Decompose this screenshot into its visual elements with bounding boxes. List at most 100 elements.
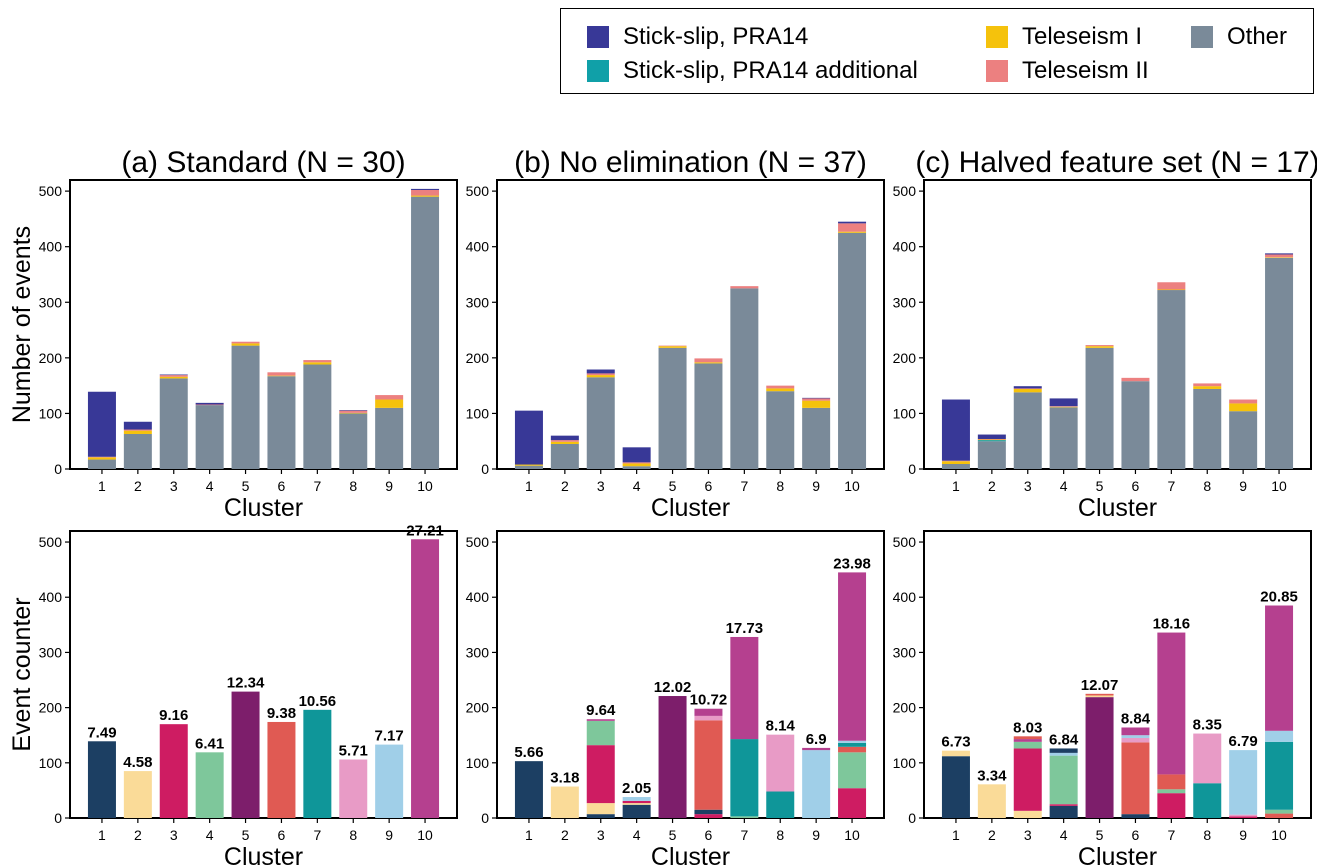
bar-segment <box>694 362 723 364</box>
bar-segment <box>267 376 296 469</box>
bar-value-label: 4.58 <box>123 754 152 771</box>
bar-segment <box>622 797 651 801</box>
bar-segment <box>1157 789 1186 794</box>
x-axis-label: Cluster <box>224 843 303 868</box>
bar-segment <box>1193 783 1222 818</box>
bar-segment <box>159 378 188 469</box>
bar-segment <box>87 459 116 469</box>
y-tick-label: 100 <box>466 755 490 771</box>
bar-segment <box>586 377 615 469</box>
y-tick-label: 400 <box>39 589 63 605</box>
bar-value-label: 10.72 <box>690 692 728 709</box>
bar-segment <box>159 374 188 376</box>
legend-swatch-stick-slip-additional <box>587 60 609 82</box>
bar-segment <box>411 188 440 191</box>
y-tick-label: 200 <box>893 350 917 366</box>
x-tick-label: 2 <box>134 827 142 843</box>
bar-segment <box>802 750 831 818</box>
bar-value-label: 7.49 <box>87 724 116 741</box>
chart-panel-d: 0 100 200 300 400 500 1 2 3 4 5 6 7 8 9 10 7.49 4.58 9.16 6… <box>8 522 458 868</box>
bar-segment <box>1121 814 1150 818</box>
bar-segment <box>1229 814 1258 817</box>
axes-frame <box>496 179 885 470</box>
bar-segment <box>694 363 723 469</box>
bar-segment <box>694 720 723 810</box>
bar-segment <box>339 759 368 818</box>
bar-segment <box>1157 774 1186 790</box>
x-tick-label: 2 <box>561 478 569 494</box>
bar-segment <box>1049 407 1078 469</box>
bar-segment <box>267 721 296 818</box>
bar-segment <box>1049 406 1078 407</box>
panel-title: (a) Standard (N = 30) <box>121 146 405 179</box>
bar-segment <box>838 572 867 741</box>
x-axis-label: Cluster <box>1078 494 1157 522</box>
bar-segment <box>730 816 759 818</box>
x-tick-label: 1 <box>952 478 960 494</box>
bar-segment <box>1265 809 1294 814</box>
x-tick-label: 4 <box>1060 827 1068 843</box>
bar-segment <box>339 413 368 469</box>
y-tick-label: 400 <box>466 589 490 605</box>
bar-segment <box>766 734 795 792</box>
chart-panel-b: 0 100 200 300 400 500 1 2 3 4 5 6 7 8 9 10 Cluster (b) No… <box>466 146 885 522</box>
bar-segment <box>1121 727 1150 736</box>
bar-segment <box>1013 386 1042 389</box>
bar-value-label: 27.21 <box>406 522 444 539</box>
x-tick-label: 10 <box>1271 478 1287 494</box>
y-tick-label: 500 <box>466 534 490 550</box>
bar-value-label: 2.05 <box>622 780 651 797</box>
x-tick-label: 6 <box>278 478 286 494</box>
bar-segment <box>730 288 759 469</box>
x-tick-label: 7 <box>1167 478 1175 494</box>
bar-segment <box>1265 741 1294 810</box>
bar-segment <box>1265 730 1294 742</box>
legend-item-stick-slip-additional: Stick-slip, PRA14 additional <box>587 57 918 85</box>
bar-segment <box>1085 346 1114 348</box>
bar-segment <box>1229 403 1258 412</box>
bar-segment <box>1229 816 1258 818</box>
bar-segment <box>622 463 651 467</box>
x-tick-label: 9 <box>812 478 820 494</box>
bar-segment <box>1265 257 1294 469</box>
bar-segment <box>339 410 368 411</box>
y-tick-label: 200 <box>466 700 490 716</box>
bar-segment <box>123 771 152 818</box>
x-tick-label: 3 <box>597 827 605 843</box>
x-tick-label: 1 <box>98 478 106 494</box>
bar-segment <box>1013 739 1042 742</box>
chart-panel-e: 0 100 200 300 400 500 1 2 3 4 5 6 7 8 9 10 5.66 3.18 9.64 2… <box>466 530 885 868</box>
x-axis-label: Cluster <box>224 494 303 522</box>
x-tick-label: 8 <box>1203 827 1211 843</box>
y-tick-label: 0 <box>481 810 489 826</box>
bar-value-label: 20.85 <box>1260 589 1298 606</box>
bar-value-label: 12.07 <box>1081 677 1119 694</box>
x-tick-label: 6 <box>705 478 713 494</box>
bar-segment <box>1049 752 1078 756</box>
bar-segment <box>622 462 651 464</box>
bar-value-label: 6.73 <box>941 734 970 751</box>
bar-segment <box>1121 381 1150 469</box>
bar-value-label: 8.35 <box>1193 717 1222 734</box>
bar-segment <box>941 463 970 469</box>
x-tick-label: 2 <box>134 478 142 494</box>
bar-value-label: 12.02 <box>654 679 692 696</box>
y-axis-label: Number of events <box>8 226 36 423</box>
bar-segment <box>1013 741 1042 749</box>
bar-segment <box>375 399 404 408</box>
x-tick-label: 9 <box>1239 827 1247 843</box>
y-tick-label: 500 <box>39 534 63 550</box>
y-tick-label: 400 <box>39 239 63 255</box>
bar-segment <box>1193 383 1222 387</box>
bar-segment <box>375 395 404 400</box>
bar-segment <box>1157 290 1186 469</box>
bar-value-label: 10.56 <box>299 693 337 710</box>
bar-segment <box>1085 695 1114 698</box>
chart-legend: Stick-slip, PRA14 Stick-slip, PRA14 addi… <box>560 8 1314 94</box>
legend-item-teleseism-1: Teleseism I <box>986 23 1142 51</box>
y-tick-label: 200 <box>893 700 917 716</box>
bar-segment <box>1013 810 1042 818</box>
x-tick-label: 5 <box>242 827 250 843</box>
bar-segment <box>1157 632 1186 775</box>
bar-segment <box>1013 388 1042 393</box>
